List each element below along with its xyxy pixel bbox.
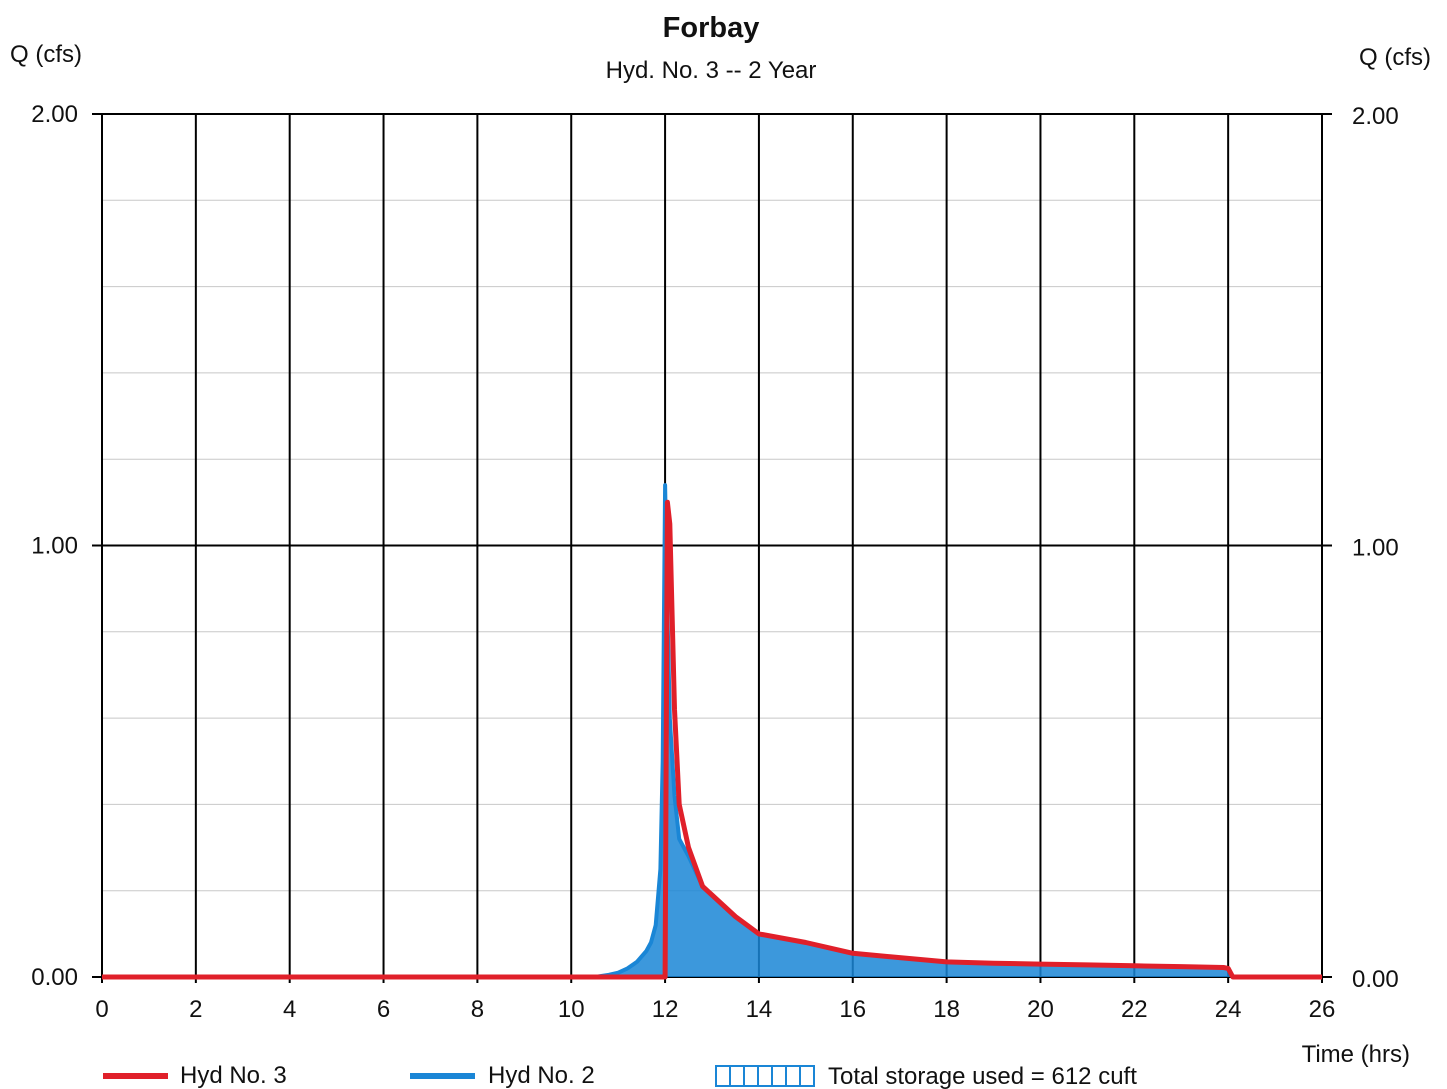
x-tick-label: 16 — [839, 996, 866, 1023]
y-tick-label-left: 1.00 — [31, 533, 78, 560]
x-tick-label: 12 — [652, 996, 679, 1023]
x-tick-label: 20 — [1027, 996, 1054, 1023]
x-tick-label: 4 — [283, 996, 296, 1023]
storage-annotation: Total storage used = 612 cuft — [828, 1063, 1137, 1089]
legend-label-hyd-3: Hyd No. 3 — [180, 1062, 287, 1089]
legend-storage-swatch — [715, 1065, 815, 1087]
minor-grid — [102, 199, 1322, 892]
series-layer — [102, 483, 1322, 980]
legend-label-hyd-2: Hyd No. 2 — [488, 1062, 595, 1089]
y-tick-label-left: 0.00 — [31, 964, 78, 991]
major-grid — [92, 113, 1332, 983]
x-tick-label: 8 — [471, 996, 484, 1023]
x-tick-label: 14 — [746, 996, 773, 1023]
x-tick-label: 18 — [933, 996, 960, 1023]
y-tick-label-right: 0.00 — [1352, 966, 1399, 993]
x-tick-label: 22 — [1121, 996, 1148, 1023]
y-tick-label-right: 1.00 — [1352, 535, 1399, 562]
y-tick-label-left: 2.00 — [31, 101, 78, 128]
x-tick-label: 2 — [189, 996, 202, 1023]
x-tick-label: 26 — [1309, 996, 1336, 1023]
legend: Hyd No. 3 Hyd No. 2 Total storage used =… — [103, 1062, 1137, 1089]
x-tick-label: 24 — [1215, 996, 1242, 1023]
x-tick-label: 10 — [558, 996, 585, 1023]
x-tick-label: 0 — [95, 996, 108, 1023]
series-area-hyd-2 — [102, 485, 1322, 977]
axis-ticks: 0 2 4 6 8 10 12 14 16 18 20 22 24 260.001.002.000.001… — [31, 101, 1398, 1023]
chart-subtitle: Hyd. No. 3 -- 2 Year — [606, 57, 817, 84]
series-line-hyd-3 — [102, 499, 1322, 980]
y-axis-label-left: Q (cfs) — [10, 41, 82, 68]
x-tick-label: 6 — [377, 996, 390, 1023]
x-axis-label: Time (hrs) — [1302, 1041, 1410, 1068]
y-tick-label-right: 2.00 — [1352, 103, 1399, 130]
legend-storage-hatch — [729, 1066, 801, 1086]
chart-title: Forbay — [663, 12, 760, 44]
y-axis-label-right: Q (cfs) — [1359, 44, 1431, 71]
